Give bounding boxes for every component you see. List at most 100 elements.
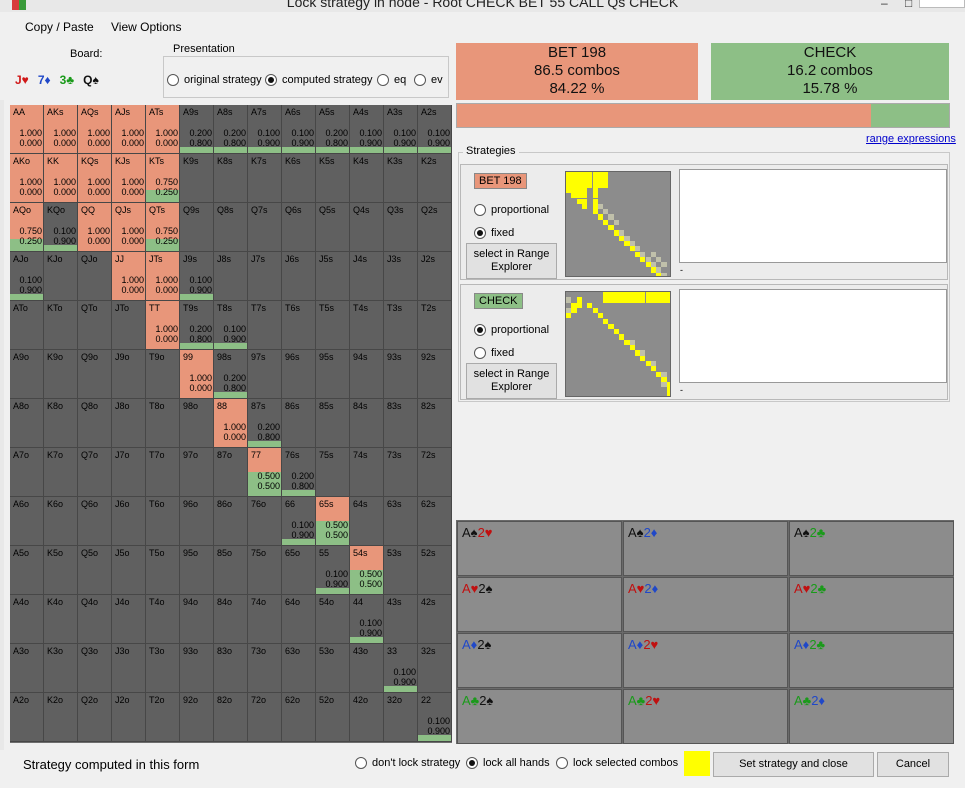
cancel-button[interactable]: Cancel <box>877 752 949 777</box>
range-thumbnail[interactable] <box>565 291 671 397</box>
hand-cell-83s[interactable]: 83s <box>384 399 418 448</box>
maximize-button[interactable]: □ <box>905 0 913 10</box>
hand-cell-Q2s[interactable]: Q2s <box>418 203 452 252</box>
hand-cell-ATs[interactable]: 1.000 0.000 ATs <box>146 105 180 154</box>
combo-cell[interactable]: A♥2♦ <box>623 577 788 632</box>
hand-cell-AKs[interactable]: 1.000 0.000 AKs <box>44 105 78 154</box>
select-in-range-explorer-button[interactable]: select in Range Explorer <box>466 243 557 279</box>
hand-cell-88[interactable]: 1.000 0.000 88 <box>214 399 248 448</box>
hand-cell-T5o[interactable]: T5o <box>146 546 180 595</box>
hand-cell-K9s[interactable]: K9s <box>180 154 214 203</box>
hand-cell-52s[interactable]: 52s <box>418 546 452 595</box>
combo-cell[interactable]: A♣2♦ <box>789 689 954 744</box>
hand-cell-J9s[interactable]: 0.100 0.900 J9s <box>180 252 214 301</box>
hand-cell-K7o[interactable]: K7o <box>44 448 78 497</box>
hand-cell-J8s[interactable]: J8s <box>214 252 248 301</box>
lock-option-0[interactable]: don't lock strategy <box>355 757 460 769</box>
hand-cell-KK[interactable]: 1.000 0.000 KK <box>44 154 78 203</box>
hand-cell-A2s[interactable]: 0.100 0.900 A2s <box>418 105 452 154</box>
hand-cell-43s[interactable]: 43s <box>384 595 418 644</box>
proportional-radio[interactable]: proportional <box>474 204 549 216</box>
hand-cell-95s[interactable]: 95s <box>316 350 350 399</box>
hand-cell-Q9s[interactable]: Q9s <box>180 203 214 252</box>
hand-cell-QQ[interactable]: 1.000 0.000 QQ <box>78 203 112 252</box>
hand-cell-53s[interactable]: 53s <box>384 546 418 595</box>
hand-cell-53o[interactable]: 53o <box>316 644 350 693</box>
hand-cell-76s[interactable]: 0.200 0.800 76s <box>282 448 316 497</box>
hand-cell-63s[interactable]: 63s <box>384 497 418 546</box>
hand-cell-98o[interactable]: 98o <box>180 399 214 448</box>
hand-cell-A9s[interactable]: 0.200 0.800 A9s <box>180 105 214 154</box>
hand-cell-22[interactable]: 0.100 0.900 22 <box>418 693 452 742</box>
hand-cell-KTo[interactable]: KTo <box>44 301 78 350</box>
hand-cell-JTs[interactable]: 1.000 0.000 JTs <box>146 252 180 301</box>
hand-cell-T4s[interactable]: T4s <box>350 301 384 350</box>
hand-cell-AKo[interactable]: 1.000 0.000 AKo <box>10 154 44 203</box>
combo-cell[interactable]: A♠2♦ <box>623 521 788 576</box>
hand-cell-65o[interactable]: 65o <box>282 546 316 595</box>
combo-cell[interactable]: A♠2♥ <box>457 521 622 576</box>
hand-cell-94o[interactable]: 94o <box>180 595 214 644</box>
hand-cell-AA[interactable]: 1.000 0.000 AA <box>10 105 44 154</box>
fixed-radio[interactable]: fixed <box>474 227 514 239</box>
hand-cell-J7s[interactable]: J7s <box>248 252 282 301</box>
hand-cell-KJo[interactable]: KJo <box>44 252 78 301</box>
hand-cell-86s[interactable]: 86s <box>282 399 316 448</box>
hand-cell-JJ[interactable]: 1.000 0.000 JJ <box>112 252 146 301</box>
hand-cell-A3o[interactable]: A3o <box>10 644 44 693</box>
select-in-range-explorer-button[interactable]: select in Range Explorer <box>466 363 557 399</box>
hand-cell-84o[interactable]: 84o <box>214 595 248 644</box>
combo-cell[interactable]: A♦2♣ <box>789 633 954 688</box>
hand-cell-J6s[interactable]: J6s <box>282 252 316 301</box>
hand-cell-J2o[interactable]: J2o <box>112 693 146 742</box>
hand-cell-64o[interactable]: 64o <box>282 595 316 644</box>
hand-cell-QTs[interactable]: 0.750 0.250 QTs <box>146 203 180 252</box>
hand-cell-AJo[interactable]: 0.100 0.900 AJo <box>10 252 44 301</box>
hand-cell-72o[interactable]: 72o <box>248 693 282 742</box>
hand-cell-T6o[interactable]: T6o <box>146 497 180 546</box>
hand-cell-99[interactable]: 1.000 0.000 99 <box>180 350 214 399</box>
hand-cell-A4s[interactable]: 0.100 0.900 A4s <box>350 105 384 154</box>
fixed-radio[interactable]: fixed <box>474 347 514 359</box>
hand-cell-Q6s[interactable]: Q6s <box>282 203 316 252</box>
hand-cell-97s[interactable]: 97s <box>248 350 282 399</box>
hand-cell-KQs[interactable]: 1.000 0.000 KQs <box>78 154 112 203</box>
hand-cell-J7o[interactable]: J7o <box>112 448 146 497</box>
hand-cell-A8o[interactable]: A8o <box>10 399 44 448</box>
hand-cell-42s[interactable]: 42s <box>418 595 452 644</box>
hand-cell-62s[interactable]: 62s <box>418 497 452 546</box>
hand-cell-92s[interactable]: 92s <box>418 350 452 399</box>
hand-cell-95o[interactable]: 95o <box>180 546 214 595</box>
hand-cell-55[interactable]: 0.100 0.900 55 <box>316 546 350 595</box>
minimize-button[interactable]: – <box>881 0 888 10</box>
combo-cell[interactable]: A♣2♠ <box>457 689 622 744</box>
hand-cell-65s[interactable]: 0.500 0.500 65s <box>316 497 350 546</box>
hand-cell-K7s[interactable]: K7s <box>248 154 282 203</box>
hand-cell-K8s[interactable]: K8s <box>214 154 248 203</box>
hand-cell-66[interactable]: 0.100 0.900 66 <box>282 497 316 546</box>
hand-cell-J9o[interactable]: J9o <box>112 350 146 399</box>
hand-cell-54s[interactable]: 0.500 0.500 54s <box>350 546 384 595</box>
hand-cell-85s[interactable]: 85s <box>316 399 350 448</box>
panel-notes[interactable] <box>679 289 947 383</box>
range-thumbnail[interactable] <box>565 171 671 277</box>
hand-cell-73o[interactable]: 73o <box>248 644 282 693</box>
hand-cell-J4s[interactable]: J4s <box>350 252 384 301</box>
hand-cell-T8s[interactable]: 0.100 0.900 T8s <box>214 301 248 350</box>
hand-cell-K5o[interactable]: K5o <box>44 546 78 595</box>
hand-cell-AQs[interactable]: 1.000 0.000 AQs <box>78 105 112 154</box>
hand-cell-Q3o[interactable]: Q3o <box>78 644 112 693</box>
hand-cell-75s[interactable]: 75s <box>316 448 350 497</box>
hand-cell-AJs[interactable]: 1.000 0.000 AJs <box>112 105 146 154</box>
hand-cell-62o[interactable]: 62o <box>282 693 316 742</box>
hand-cell-32o[interactable]: 32o <box>384 693 418 742</box>
hand-cell-A9o[interactable]: A9o <box>10 350 44 399</box>
hand-cell-T2s[interactable]: T2s <box>418 301 452 350</box>
hand-cell-T5s[interactable]: T5s <box>316 301 350 350</box>
hand-cell-K3s[interactable]: K3s <box>384 154 418 203</box>
close-button[interactable]: ✕ <box>919 0 965 8</box>
hand-cell-K4s[interactable]: K4s <box>350 154 384 203</box>
hand-cell-J2s[interactable]: J2s <box>418 252 452 301</box>
menu-view-options[interactable]: View Options <box>111 20 182 34</box>
hand-cell-86o[interactable]: 86o <box>214 497 248 546</box>
